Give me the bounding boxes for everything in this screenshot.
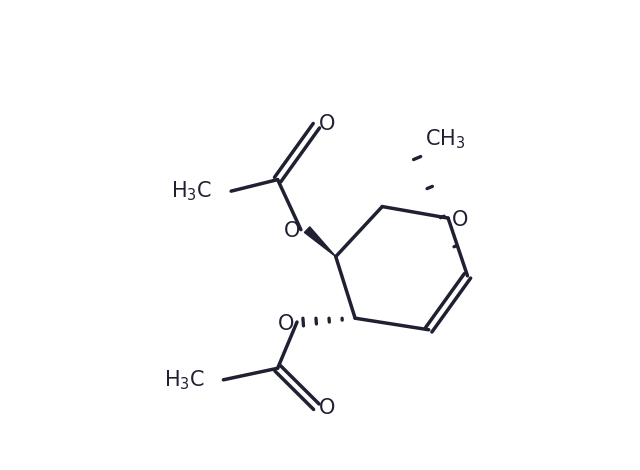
Text: O: O <box>319 398 335 418</box>
Text: CH$_3$: CH$_3$ <box>425 128 465 151</box>
Text: O: O <box>319 114 335 134</box>
Text: O: O <box>284 221 300 241</box>
Text: O: O <box>278 313 294 334</box>
Polygon shape <box>305 227 336 257</box>
Text: H$_3$C: H$_3$C <box>164 368 205 392</box>
Text: O: O <box>452 210 468 230</box>
Text: H$_3$C: H$_3$C <box>172 180 212 203</box>
